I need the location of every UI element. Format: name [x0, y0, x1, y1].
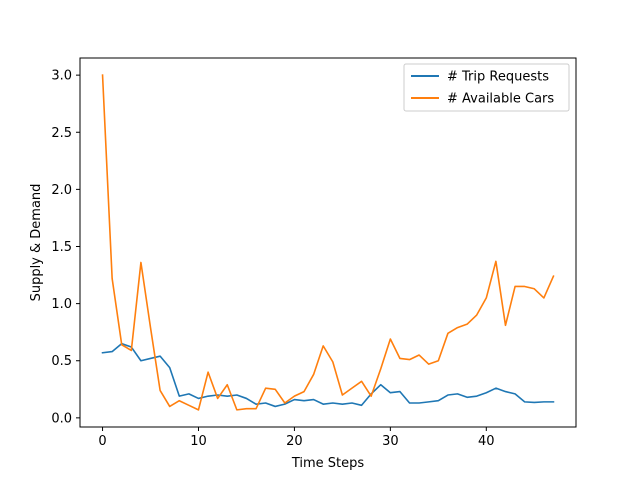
legend-frame: [403, 63, 570, 112]
x-tick-label: 40: [478, 434, 495, 449]
x-axis-label: Time Steps: [291, 456, 365, 471]
series-line-available-cars: [101, 74, 555, 411]
y-tick-label: 3.0: [51, 69, 72, 84]
y-tick-label: 0.5: [51, 354, 72, 369]
plot-frame: [79, 57, 577, 428]
y-axis-ticks: 0.0 0.5 1.0 1.5 2.0 2.5 3.0: [51, 69, 80, 426]
x-axis-ticks: 0 10 20 30 40: [98, 427, 495, 449]
series-layer: [101, 74, 555, 411]
y-tick-label: 2.5: [51, 126, 72, 141]
y-axis-label: Supply & Demand: [29, 184, 44, 302]
x-tick-label: 0: [98, 434, 106, 449]
y-tick-label: 1.0: [51, 297, 72, 312]
legend: # Trip Requests # Available Cars: [403, 63, 570, 112]
y-tick-label: 1.5: [51, 240, 72, 255]
x-tick-label: 10: [190, 434, 207, 449]
y-tick-label: 2.0: [51, 183, 72, 198]
series-line-trip-requests: [101, 342, 555, 408]
legend-label-available-cars: # Available Cars: [447, 92, 554, 107]
y-tick-label: 0.0: [51, 411, 72, 426]
x-tick-label: 30: [382, 434, 399, 449]
x-tick-label: 20: [286, 434, 303, 449]
legend-label-trip-requests: # Trip Requests: [447, 70, 549, 85]
